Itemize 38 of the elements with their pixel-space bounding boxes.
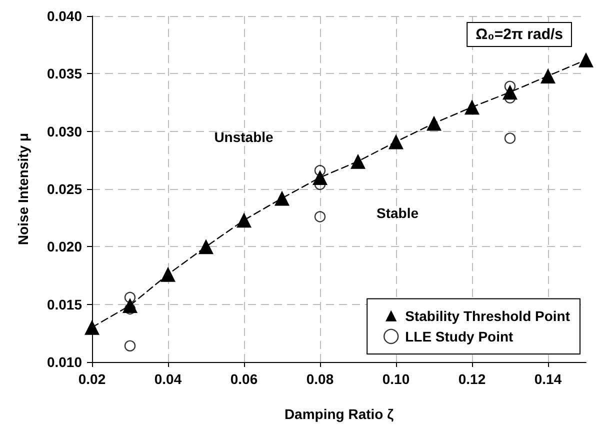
x-tick-label: 0.06: [230, 371, 258, 387]
annotation: Ω₀=2π rad/s: [476, 26, 564, 43]
point: [124, 292, 136, 304]
x-tick-label: 0.04: [154, 371, 182, 387]
point: [426, 116, 442, 131]
point: [124, 303, 136, 315]
y-axis-title: Noise Intensity μ: [15, 132, 31, 246]
point: [314, 164, 326, 176]
point: [84, 320, 100, 335]
point: [314, 211, 326, 222]
point: [124, 340, 136, 352]
point: [504, 132, 516, 144]
x-axis-title: Damping Ratio ζ: [284, 406, 394, 422]
y-tick-label: 0.035: [46, 66, 82, 82]
x-tick-label: 0.08: [306, 371, 334, 387]
point: [160, 266, 176, 282]
x-tick-label: 0.14: [534, 371, 562, 387]
legend-label: LLE Study Point: [405, 328, 514, 344]
x-tick-label: 0.10: [382, 371, 410, 387]
y-tick-label: 0.025: [46, 181, 82, 197]
annotation: Unstable: [214, 129, 274, 146]
x-tick-label: 0.12: [458, 371, 486, 387]
point: [274, 190, 290, 206]
point: [350, 154, 366, 169]
legend-label: Stability Threshold Point: [405, 308, 570, 324]
y-tick-label: 0.040: [46, 8, 82, 24]
y-tick-label: 0.010: [46, 354, 82, 370]
point: [578, 52, 594, 68]
point: [464, 100, 480, 115]
point: [388, 134, 404, 150]
x-tick-label: 0.02: [78, 371, 106, 387]
annotation: Stable: [376, 205, 419, 222]
point: [540, 68, 556, 84]
y-tick-label: 0.030: [46, 123, 82, 140]
y-tick-label: 0.015: [46, 296, 82, 312]
point: [236, 212, 252, 228]
y-tick-label: 0.020: [46, 238, 82, 255]
point: [198, 239, 214, 254]
